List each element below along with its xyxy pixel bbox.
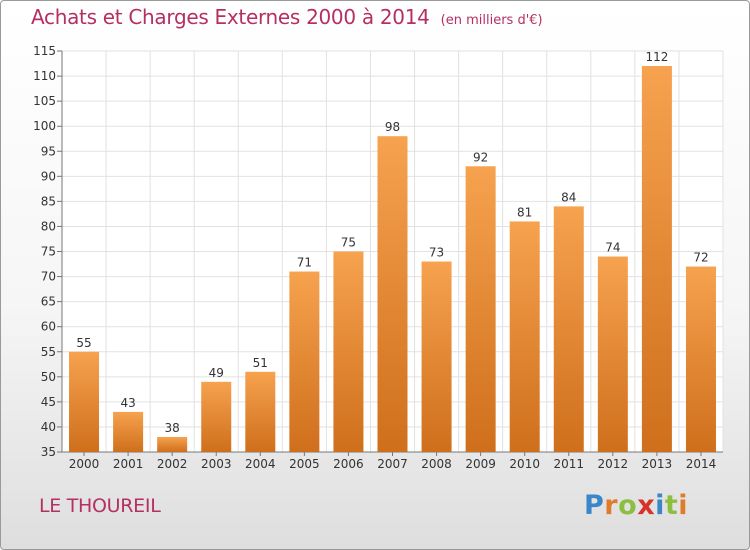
bar-2008: [421, 261, 452, 452]
x-tick-label: 2008: [421, 457, 452, 471]
bar-2005: [289, 271, 320, 452]
y-tick-label: 80: [41, 219, 56, 233]
proxiti-logo[interactable]: Proxiti: [584, 490, 688, 521]
bar-2010: [509, 221, 540, 452]
value-label: 73: [429, 246, 444, 260]
x-tick-label: 2006: [333, 457, 364, 471]
x-tick-label: 2000: [69, 457, 100, 471]
value-label: 72: [693, 251, 708, 265]
y-tick-label: 75: [41, 245, 56, 259]
logo-letter: t: [664, 490, 679, 521]
x-tick-label: 2010: [509, 457, 540, 471]
value-label: 98: [385, 120, 400, 134]
x-tick-label: 2014: [686, 457, 717, 471]
logo-letter: r: [604, 490, 619, 521]
value-label: 55: [76, 336, 91, 350]
value-label: 74: [605, 241, 620, 255]
y-tick-label: 65: [41, 295, 56, 309]
bar-2007: [377, 136, 408, 452]
commune-name: LE THOUREIL: [39, 495, 161, 517]
x-tick-label: 2007: [377, 457, 408, 471]
logo-letter: i: [655, 490, 665, 521]
value-label: 81: [517, 205, 532, 219]
y-tick-label: 45: [41, 395, 56, 409]
y-tick-label: 90: [41, 169, 56, 183]
logo-letter: o: [618, 490, 638, 521]
value-label: 71: [297, 256, 312, 270]
bar-2006: [333, 251, 364, 452]
value-label: 43: [120, 396, 135, 410]
value-label: 112: [645, 50, 668, 64]
x-tick-label: 2011: [553, 457, 584, 471]
bar-2000: [69, 351, 100, 452]
logo-letter: x: [637, 490, 656, 521]
x-tick-label: 2004: [245, 457, 276, 471]
x-tick-label: 2013: [642, 457, 673, 471]
bar-2011: [553, 206, 584, 452]
x-tick-label: 2009: [465, 457, 496, 471]
y-tick-label: 55: [41, 345, 56, 359]
labels: 35 40 45 50 55 60 65 70 75 80 85 90 95 100 105 110 115 55…: [33, 44, 716, 471]
y-tick-label: 105: [33, 94, 56, 108]
x-tick-label: 2001: [113, 457, 144, 471]
chart-title-unit: (en milliers d'€): [440, 13, 543, 28]
value-label: 49: [209, 366, 224, 380]
bar-2014: [685, 266, 716, 452]
y-tick-label: 40: [41, 420, 56, 434]
value-label: 84: [561, 190, 576, 204]
y-tick-label: 70: [41, 270, 56, 284]
bar-2003: [201, 381, 232, 452]
x-tick-label: 2002: [157, 457, 188, 471]
y-tick-label: 110: [33, 69, 56, 83]
bars: [69, 66, 716, 452]
x-tick-label: 2012: [598, 457, 629, 471]
y-tick-label: 60: [41, 320, 56, 334]
y-tick-label: 115: [33, 44, 56, 58]
y-tick-label: 35: [41, 445, 56, 459]
bar-2012: [597, 256, 628, 452]
bar-2013: [641, 66, 672, 452]
y-tick-label: 95: [41, 144, 56, 158]
y-tick-label: 50: [41, 370, 56, 384]
bar-2004: [245, 371, 276, 452]
value-label: 38: [165, 421, 180, 435]
chart-title-main: Achats et Charges Externes 2000 à 2014: [31, 5, 430, 29]
bar-2009: [465, 166, 496, 452]
x-tick-label: 2003: [201, 457, 232, 471]
chart-title: Achats et Charges Externes 2000 à 2014 (…: [31, 5, 543, 29]
bar-2001: [113, 411, 144, 452]
logo-letter: P: [584, 490, 605, 521]
value-label: 75: [341, 236, 356, 250]
x-tick-label: 2005: [289, 457, 320, 471]
value-label: 92: [473, 150, 488, 164]
bar-2002: [157, 436, 188, 452]
y-tick-label: 85: [41, 194, 56, 208]
y-tick-label: 100: [33, 119, 56, 133]
value-label: 51: [253, 356, 268, 370]
logo-letter: i: [678, 490, 689, 521]
